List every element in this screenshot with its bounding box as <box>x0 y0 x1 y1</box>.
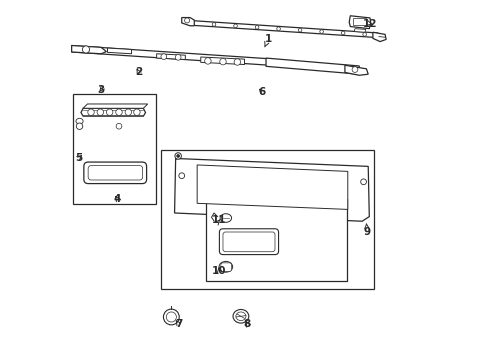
Text: 5: 5 <box>75 153 82 163</box>
Bar <box>161 150 373 289</box>
Bar <box>73 94 156 204</box>
Text: 1: 1 <box>264 34 271 47</box>
Bar <box>206 199 346 281</box>
Circle shape <box>88 109 94 116</box>
Polygon shape <box>348 16 370 29</box>
Circle shape <box>276 27 280 31</box>
Circle shape <box>166 312 176 322</box>
Text: 6: 6 <box>258 87 265 97</box>
Text: 11: 11 <box>212 215 226 225</box>
Text: 8: 8 <box>243 319 250 329</box>
Circle shape <box>175 54 181 60</box>
Circle shape <box>116 123 122 129</box>
Polygon shape <box>81 108 145 116</box>
Polygon shape <box>353 29 365 32</box>
Bar <box>352 18 366 25</box>
Circle shape <box>97 109 103 116</box>
FancyBboxPatch shape <box>219 229 278 255</box>
Circle shape <box>234 59 240 65</box>
Polygon shape <box>156 54 185 59</box>
Circle shape <box>116 109 122 116</box>
Polygon shape <box>83 104 147 108</box>
Text: 9: 9 <box>363 224 370 237</box>
Circle shape <box>351 67 357 72</box>
Circle shape <box>233 24 237 28</box>
Polygon shape <box>72 45 106 54</box>
FancyBboxPatch shape <box>221 263 231 271</box>
Polygon shape <box>182 18 194 26</box>
Ellipse shape <box>233 310 248 323</box>
Text: 2: 2 <box>135 67 142 77</box>
Text: 10: 10 <box>212 266 226 276</box>
Circle shape <box>106 109 113 116</box>
Polygon shape <box>188 21 377 38</box>
Circle shape <box>76 123 82 130</box>
Polygon shape <box>197 165 347 210</box>
Polygon shape <box>344 65 367 75</box>
Circle shape <box>219 58 226 65</box>
Circle shape <box>179 173 184 179</box>
Ellipse shape <box>219 261 232 272</box>
FancyBboxPatch shape <box>83 162 146 184</box>
Circle shape <box>133 109 140 116</box>
Circle shape <box>319 30 323 33</box>
Circle shape <box>163 309 179 325</box>
Polygon shape <box>372 32 386 41</box>
Circle shape <box>204 58 211 64</box>
Circle shape <box>212 23 215 26</box>
Text: 7: 7 <box>175 319 182 329</box>
Polygon shape <box>201 57 244 64</box>
Circle shape <box>298 28 301 32</box>
Ellipse shape <box>235 312 245 320</box>
Circle shape <box>125 109 131 116</box>
Polygon shape <box>107 48 131 54</box>
Circle shape <box>176 154 179 157</box>
Circle shape <box>360 179 366 185</box>
Circle shape <box>175 153 181 159</box>
Polygon shape <box>174 158 368 221</box>
Circle shape <box>341 31 344 35</box>
Polygon shape <box>265 58 359 74</box>
Ellipse shape <box>220 214 231 222</box>
Circle shape <box>255 26 258 29</box>
Text: 4: 4 <box>113 194 121 204</box>
Ellipse shape <box>76 118 83 124</box>
Text: 12: 12 <box>362 19 376 29</box>
Polygon shape <box>72 45 269 65</box>
FancyBboxPatch shape <box>223 232 274 252</box>
Text: 3: 3 <box>97 85 104 95</box>
Circle shape <box>184 18 189 23</box>
FancyBboxPatch shape <box>88 166 142 180</box>
Circle shape <box>82 46 89 53</box>
Circle shape <box>161 54 166 59</box>
Circle shape <box>362 33 366 36</box>
